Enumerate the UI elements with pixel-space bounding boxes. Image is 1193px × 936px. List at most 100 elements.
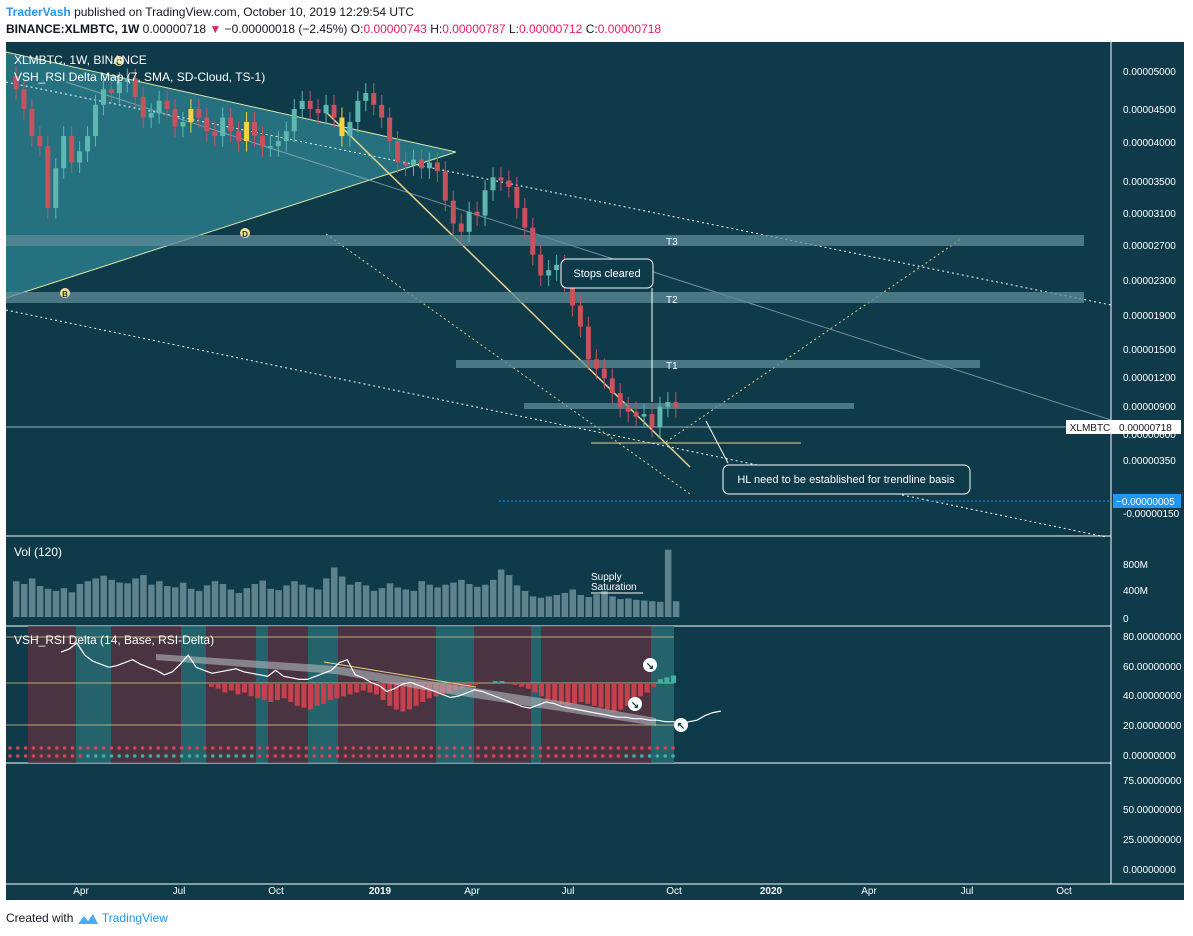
- symbol-tag-text: XLMBTC: [1070, 423, 1111, 434]
- time-axis-label: Apr: [464, 886, 480, 897]
- price-scale-label: 0.00004000: [1123, 138, 1176, 149]
- candle-body: [37, 136, 43, 147]
- callout-hl[interactable]: [722, 464, 971, 495]
- volume-bar: [315, 589, 322, 617]
- signal-dot: [491, 754, 496, 758]
- signal-dot: [390, 754, 395, 758]
- signal-dot: [671, 746, 675, 750]
- open-value: 0.00000743: [363, 22, 427, 36]
- signal-dot: [647, 754, 652, 758]
- signal-dot: [390, 746, 395, 750]
- signal-dot: [172, 754, 176, 758]
- volume-bar: [641, 600, 648, 617]
- empty-pane-scale: 75.00000000 50.00000000 25.00000000 0.00000…: [1123, 776, 1182, 876]
- rsi-hist-bar: [591, 683, 597, 706]
- time-axis-label: 2020: [760, 886, 783, 897]
- rsi-hist-bar: [301, 683, 307, 708]
- signal-dot: [172, 746, 176, 750]
- volume-bar: [633, 599, 640, 617]
- price-scale-label: 0.00001500: [1123, 345, 1176, 356]
- rsi-hist-bar: [578, 683, 584, 702]
- candle-body: [299, 100, 305, 109]
- signal-dot: [179, 746, 184, 750]
- price-axis[interactable]: [1111, 42, 1184, 900]
- volume-bar: [577, 595, 584, 617]
- rsi-hist-bar: [598, 683, 604, 708]
- volume-bar: [529, 596, 537, 617]
- volume-bar: [140, 575, 147, 617]
- signal-dot: [445, 746, 449, 750]
- signal-dot: [530, 746, 535, 750]
- volume-bar: [203, 585, 211, 617]
- signal-dot: [289, 754, 293, 758]
- rsi-hist-bar: [558, 683, 564, 704]
- candle-body: [411, 159, 416, 166]
- vol-label-0: 0: [1123, 614, 1129, 625]
- candlestick-series: [13, 66, 679, 438]
- signal-dot: [125, 746, 129, 750]
- tradingview-brand-link[interactable]: TradingView: [101, 911, 168, 925]
- volume-bar: [362, 585, 370, 617]
- signal-dot: [374, 746, 379, 750]
- volume-bar: [164, 586, 171, 617]
- time-axis[interactable]: Apr Jul Oct 2019 Apr Jul Oct 2020 Apr Jul Oct: [73, 886, 1072, 897]
- signal-dot: [429, 754, 434, 758]
- signal-dot: [203, 746, 207, 750]
- signal-dot: [585, 746, 589, 750]
- volume-bar: [545, 596, 553, 617]
- main-pane-title: XLMBTC, 1W, BINANCE: [14, 53, 147, 67]
- signal-dot: [632, 746, 636, 750]
- candle-body: [331, 104, 337, 118]
- symbol-tag: [1066, 420, 1113, 434]
- signal-dot: [577, 746, 582, 750]
- candle-body: [585, 326, 591, 360]
- signal-dot: [437, 754, 441, 758]
- volume-bar: [370, 590, 378, 617]
- rsi-hist-bar: [552, 683, 558, 702]
- volume-bar: [60, 588, 68, 617]
- rsi-hist-bar: [294, 683, 300, 706]
- volume-bar: [553, 595, 561, 617]
- time-axis-label: Jul: [562, 886, 575, 897]
- high-value: 0.00000787: [442, 22, 506, 36]
- volume-bar: [537, 597, 545, 617]
- volume-bar: [394, 587, 402, 617]
- candle-body: [156, 100, 162, 114]
- chart-canvas[interactable]: T3 T2 T1 B D C XLMBTC, 1W, BINANCE VSH_R…: [6, 42, 1184, 900]
- signal-dot: [562, 754, 566, 758]
- publish-line: TraderVash published on TradingView.com,…: [6, 5, 414, 19]
- candle-body: [570, 281, 575, 306]
- zero-tag-text: −0.00000005: [1116, 497, 1175, 508]
- low-label: L:: [508, 22, 519, 36]
- signal-dot: [632, 754, 636, 758]
- volume-bar: [482, 584, 489, 617]
- rsi-scale-label: 0.00000000: [1123, 751, 1176, 762]
- candle-body: [180, 121, 186, 127]
- empty-scale-label: 25.00000000: [1123, 835, 1182, 846]
- volume-bar: [474, 586, 481, 617]
- zero-tag: [1113, 494, 1181, 508]
- zone-label-t1: T1: [666, 361, 678, 372]
- signal-dot: [569, 746, 574, 750]
- volume-bar: [124, 583, 131, 617]
- signal-dot: [62, 746, 67, 750]
- candle-body: [212, 131, 218, 137]
- rsi-hist-bar: [314, 683, 320, 706]
- candle-body: [395, 141, 401, 163]
- signal-dot: [328, 746, 332, 750]
- signal-dot: [491, 746, 496, 750]
- time-axis-label: Jul: [173, 886, 186, 897]
- signal-dot: [109, 754, 114, 758]
- signal-dot: [523, 754, 527, 758]
- volume-bar: [672, 601, 680, 617]
- signal-dot: [624, 746, 628, 750]
- candle-body: [522, 207, 528, 228]
- rsi-hist-bar: [644, 683, 650, 693]
- candle-body: [13, 76, 19, 90]
- author-link[interactable]: TraderVash: [6, 5, 71, 19]
- signal-dot: [8, 754, 12, 758]
- callout-stops[interactable]: [560, 258, 654, 289]
- signal-dot: [616, 754, 621, 758]
- signal-dot: [55, 746, 59, 750]
- candle-body: [132, 78, 138, 97]
